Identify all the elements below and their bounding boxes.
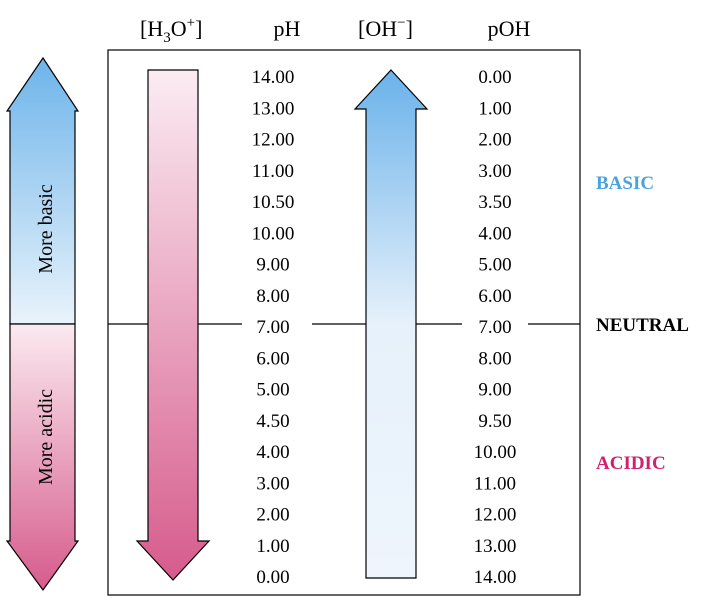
poh-value: 14.00 [474,567,517,588]
ph-value: 12.00 [252,130,295,151]
poh-value: 10.00 [474,442,517,463]
side-arrow-bottom-label: More acidic [35,389,57,485]
poh-value: 3.00 [478,161,511,182]
poh-value: 9.50 [478,411,511,432]
ph-value: 4.50 [256,411,289,432]
oh-concentration-arrow [353,69,429,579]
ph-value: 9.00 [256,255,289,276]
header-poh: pOH [488,16,531,41]
side-arrow-acidic-half [5,323,80,592]
ph-value: 13.00 [252,98,295,119]
ph-value: 3.00 [256,473,289,494]
ph-value: 10.00 [252,223,295,244]
ph-value: 4.00 [256,442,289,463]
poh-value: 11.00 [474,473,516,494]
side-double-arrow: More basic More acidic [5,56,80,592]
poh-value: 8.00 [478,348,511,369]
ph-value: 2.00 [256,505,289,526]
header-oh: [OH−] [358,15,413,41]
side-arrow-top-label: More basic [35,184,57,274]
poh-values-column: 0.00 1.00 2.00 3.00 3.50 4.00 5.00 6.00 7.00 8.00… [474,67,517,588]
poh-value: 4.00 [478,223,511,244]
scale-box [107,49,581,596]
ph-value: 7.00 [256,317,289,338]
ph-value: 10.50 [252,192,295,213]
poh-value: 12.00 [474,505,517,526]
ph-value: 1.00 [256,536,289,557]
poh-value: 1.00 [478,98,511,119]
label-neutral: NEUTRAL [596,315,689,336]
ph-value: 14.00 [252,67,295,88]
label-basic: BASIC [596,173,654,194]
ph-value: 6.00 [256,348,289,369]
poh-value: 2.00 [478,130,511,151]
poh-value: 13.00 [474,536,517,557]
poh-value: 0.00 [478,67,511,88]
poh-value: 3.50 [478,192,511,213]
poh-value: 6.00 [478,286,511,307]
ph-value: 8.00 [256,286,289,307]
ph-values-column: 14.00 13.00 12.00 11.00 10.50 10.00 9.00 8.00 7.… [252,67,295,588]
header-ph: pH [274,16,301,41]
ph-value: 11.00 [252,161,294,182]
h3o-concentration-arrow [135,69,211,581]
label-acidic: ACIDIC [596,453,666,474]
poh-value: 7.00 [478,317,511,338]
poh-value: 5.00 [478,255,511,276]
header-h3o: [H3O+] [140,15,202,46]
ph-value: 0.00 [256,567,289,588]
ph-value: 5.00 [256,380,289,401]
poh-value: 9.00 [478,380,511,401]
